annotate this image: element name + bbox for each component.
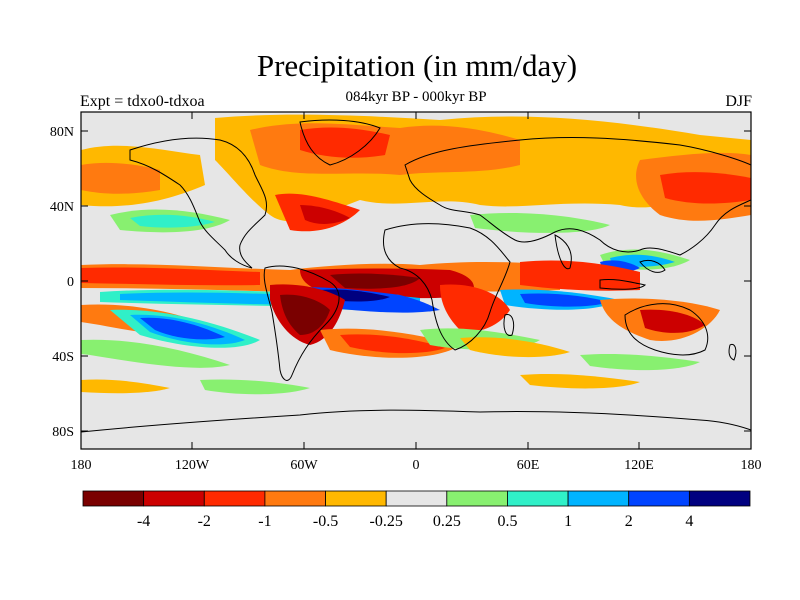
colorbar-swatch: [385, 490, 448, 507]
lon-tick-label: 180: [71, 458, 92, 473]
lat-tick-label: 0: [67, 275, 74, 290]
lat-tick-label: 40S: [52, 350, 74, 365]
colorbar-swatch: [82, 490, 145, 507]
precip-anomaly-field: [81, 114, 751, 395]
colorbar-label: -2: [198, 513, 211, 530]
colorbar-label: -0.5: [313, 513, 338, 530]
lat-tick-label: 80S: [52, 425, 74, 440]
colorbar-swatch: [507, 490, 569, 507]
lon-tick-label: 60E: [517, 458, 540, 473]
colorbar-label: 0.5: [497, 513, 517, 530]
lon-tick-label: 60W: [290, 458, 318, 473]
colorbar-swatch: [325, 490, 387, 507]
colorbar-label: 2: [625, 513, 633, 530]
lon-tick-label: 0: [413, 458, 420, 473]
colorbar-label: -1: [258, 513, 271, 530]
colorbar-swatch: [446, 490, 508, 507]
period-subtitle: 084kyr BP - 000kyr BP: [345, 89, 487, 105]
lat-tick-label: 80N: [50, 125, 74, 140]
colorbar-swatch: [688, 490, 751, 507]
colorbar-label: -4: [137, 513, 150, 530]
tick-marks: [81, 112, 751, 449]
lon-tick-label: 120W: [175, 458, 210, 473]
colorbar-swatch: [628, 490, 690, 507]
coastlines: [81, 119, 751, 433]
colorbar-swatch: [143, 490, 205, 507]
colorbar-swatch: [264, 490, 326, 507]
colorbar-label: 0.25: [433, 513, 461, 530]
colorbar: -4 -2 -1 -0.5 -0.25 0.25 0.5 1 2 4: [82, 490, 751, 530]
colorbar-swatch: [567, 490, 630, 507]
season-label: DJF: [725, 93, 752, 110]
colorbar-label: 1: [564, 513, 572, 530]
colorbar-label: 4: [685, 513, 693, 530]
lon-tick-label: 120E: [624, 458, 654, 473]
map-title: Precipitation (in mm/day): [256, 48, 578, 83]
colorbar-label: -0.25: [370, 513, 403, 530]
experiment-label: Expt = tdxo0-tdxoa: [80, 93, 205, 110]
colorbar-swatch: [203, 490, 266, 507]
lon-tick-label: 180: [741, 458, 762, 473]
lat-tick-label: 40N: [50, 200, 74, 215]
axis-labels: 180 120W 60W 0 60E 120E 180 80N 40N 0 40…: [50, 125, 762, 473]
